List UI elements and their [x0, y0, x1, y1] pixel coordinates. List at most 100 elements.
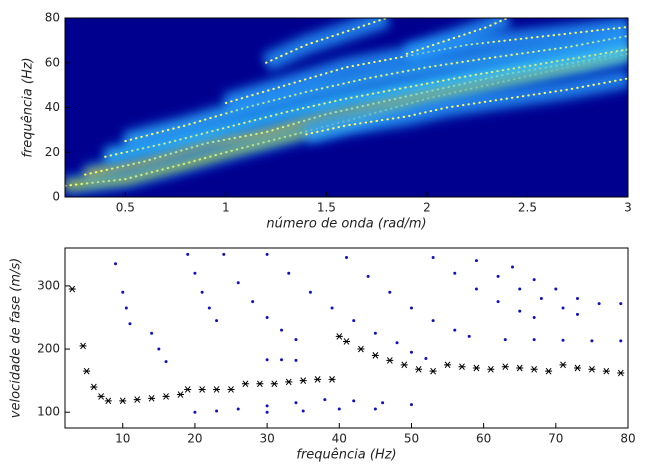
y-tick-label: 100: [37, 405, 60, 419]
star-marker: [357, 345, 365, 353]
dot-marker: [121, 290, 125, 294]
x-axis-label: frequência (Hz): [296, 448, 396, 463]
x-tick-label: 70: [548, 432, 563, 446]
dot-marker: [395, 341, 399, 345]
star-marker: [617, 369, 625, 377]
star-marker: [213, 386, 221, 393]
star-marker: [400, 361, 408, 369]
dot-marker: [511, 265, 515, 269]
dot-marker: [590, 339, 594, 343]
picked-points: [104, 48, 628, 158]
star-marker: [530, 365, 538, 373]
star-marker: [90, 383, 98, 391]
dot-marker: [294, 401, 298, 405]
dot-marker: [561, 338, 565, 342]
star-marker: [241, 380, 249, 388]
dot-marker: [554, 287, 558, 291]
y-tick-label: 40: [45, 100, 60, 114]
x-tick-label: 20: [187, 432, 202, 446]
dot-marker: [352, 399, 356, 403]
dot-marker: [388, 290, 392, 294]
dot-marker: [597, 302, 601, 306]
picked-points: [124, 34, 628, 143]
dot-marker: [424, 357, 428, 361]
dot-marker: [236, 281, 240, 285]
dot-marker: [193, 410, 197, 414]
x-tick-label: 1: [222, 201, 230, 215]
x-tick-label: 2: [423, 201, 431, 215]
star-marker: [472, 364, 480, 372]
dot-marker: [409, 403, 413, 407]
dot-marker: [496, 274, 500, 278]
dot-marker: [381, 401, 385, 405]
star-marker: [602, 367, 610, 375]
dot-marker: [366, 274, 370, 278]
dot-marker: [474, 259, 478, 263]
star-marker: [444, 361, 452, 369]
star-marker: [335, 333, 343, 340]
dot-marker: [114, 262, 118, 266]
star-marker: [83, 367, 91, 375]
axes-frame: [64, 247, 629, 429]
star-marker: [299, 377, 307, 384]
y-tick-label: 60: [45, 55, 60, 69]
dot-marker: [345, 255, 348, 259]
dot-marker: [409, 350, 413, 354]
x-tick-label: 10: [115, 432, 130, 446]
y-tick-label: 200: [37, 342, 60, 356]
star-marker: [573, 364, 581, 372]
dot-marker: [474, 287, 478, 291]
dot-marker: [453, 328, 457, 332]
dot-marker: [157, 347, 161, 351]
dot-marker: [236, 407, 240, 411]
picked-points: [224, 25, 628, 105]
plot-area: [65, 18, 628, 197]
picked-points: [265, 18, 388, 64]
star-marker: [285, 378, 293, 386]
star-marker: [458, 363, 466, 371]
x-tick-label: 3: [624, 201, 632, 215]
star-marker: [119, 397, 127, 405]
star-marker: [328, 376, 336, 383]
dot-marker: [207, 306, 211, 310]
dot-marker: [453, 271, 457, 275]
star-marker: [104, 397, 112, 405]
star-marker: [97, 393, 105, 400]
dot-marker: [265, 315, 269, 319]
dot-marker: [308, 290, 312, 294]
dot-marker: [287, 271, 291, 275]
x-tick-label: 30: [259, 432, 274, 446]
x-tick-label: 0.5: [116, 201, 135, 215]
dot-marker: [337, 407, 341, 411]
dot-marker: [150, 331, 154, 335]
dot-marker: [431, 319, 435, 323]
star-marker: [176, 391, 184, 398]
x-tick-label: 1.5: [317, 201, 336, 215]
star-marker: [79, 342, 87, 350]
dot-marker: [265, 252, 269, 256]
dot-marker: [518, 309, 522, 313]
star-marker: [314, 376, 322, 383]
dot-marker: [301, 409, 305, 413]
dot-marker: [222, 252, 226, 256]
dot-marker: [124, 306, 128, 310]
y-axis-label: frequência (Hz): [21, 57, 36, 157]
dot-marker: [323, 398, 327, 402]
star-marker: [386, 357, 394, 364]
star-marker: [68, 285, 76, 293]
dot-marker: [294, 338, 298, 342]
star-marker: [270, 380, 278, 388]
dot-marker: [503, 338, 507, 342]
star-marker: [487, 365, 495, 373]
star-marker: [516, 364, 524, 372]
dot-marker: [561, 306, 565, 310]
x-tick-label: 2.5: [518, 201, 537, 215]
star-marker: [545, 367, 553, 375]
dot-marker: [265, 404, 269, 408]
star-marker: [184, 386, 192, 393]
star-marker: [501, 363, 509, 371]
star-marker: [343, 338, 350, 345]
dot-marker: [409, 306, 413, 310]
x-tick-label: 40: [332, 432, 347, 446]
dot-marker: [373, 331, 377, 335]
